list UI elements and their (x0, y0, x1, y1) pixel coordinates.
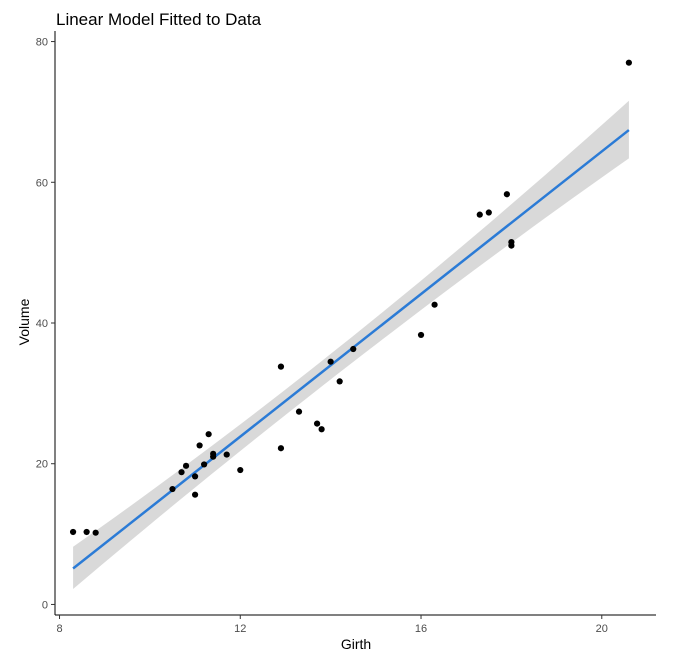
data-point (83, 528, 90, 536)
data-point (336, 378, 343, 385)
chart-title: Linear Model Fitted to Data (56, 10, 262, 29)
y-tick-label: 0 (42, 599, 48, 611)
data-point (182, 462, 190, 469)
data-point (191, 473, 199, 480)
data-point (92, 529, 99, 536)
data-point (476, 211, 483, 218)
data-point (508, 242, 515, 249)
data-point (277, 445, 285, 452)
data-point (191, 491, 199, 498)
confidence-band (73, 100, 629, 589)
data-point (210, 450, 217, 457)
data-point (350, 345, 357, 353)
x-tick-label: 16 (415, 623, 427, 635)
x-tick-label: 12 (234, 623, 246, 635)
data-points-layer (69, 59, 632, 536)
data-point (503, 191, 510, 198)
data-point (69, 528, 77, 536)
data-point (205, 431, 212, 438)
data-point (196, 442, 203, 449)
confidence-band-layer (73, 100, 629, 589)
data-point (431, 301, 438, 308)
data-point (223, 451, 230, 458)
data-point (169, 485, 176, 493)
data-point (201, 461, 208, 468)
x-tick-label: 8 (56, 623, 62, 635)
data-point (625, 59, 632, 66)
data-point (417, 331, 425, 339)
data-point (327, 358, 334, 365)
data-point (178, 469, 185, 476)
y-axis-ticks: 0 20 40 60 80 (36, 37, 55, 611)
x-axis-title: Girth (341, 636, 371, 652)
y-tick-label: 40 (36, 318, 48, 330)
y-axis-title: Volume (16, 298, 32, 345)
y-tick-label: 60 (36, 177, 48, 189)
data-point (295, 408, 303, 415)
data-point (313, 420, 321, 427)
y-tick-label: 20 (36, 459, 48, 471)
y-tick-label: 80 (36, 37, 48, 49)
data-point (277, 363, 285, 370)
data-point (237, 466, 244, 474)
x-tick-label: 20 (596, 623, 608, 635)
x-axis-ticks: 8 12 16 20 (56, 615, 608, 635)
data-point (318, 426, 325, 433)
data-point (485, 209, 492, 216)
